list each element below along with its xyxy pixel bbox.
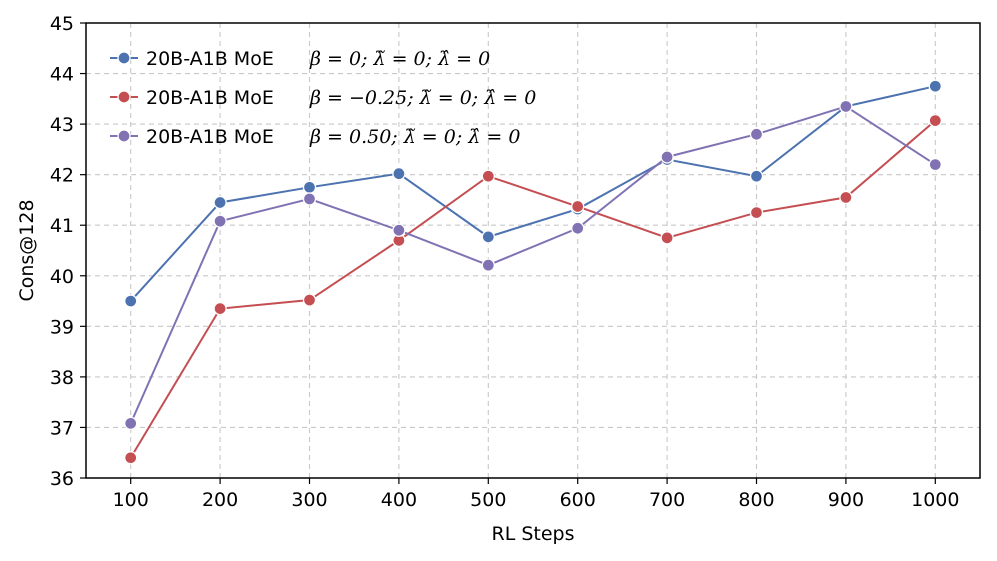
data-point — [302, 180, 317, 194]
legend-params: β = 0; λ̃ = 0; λ̂ = 0 — [309, 48, 490, 70]
legend-entry-3: 20B-A1B MoE β = 0.50; λ̃ = 0; λ̂ = 0 — [110, 126, 520, 148]
data-point — [392, 223, 406, 237]
data-point — [124, 416, 138, 431]
x-tick-label: 100 — [113, 489, 149, 511]
y-axis-ticks: 36 37 38 39 40 41 42 43 44 45 — [50, 13, 86, 490]
y-tick-label: 38 — [50, 367, 74, 389]
data-point — [571, 221, 585, 235]
data-point — [749, 127, 764, 141]
series-line — [129, 105, 936, 424]
x-tick-label: 500 — [470, 489, 506, 511]
legend-params: β = −0.25; λ̃ = 0; λ̂ = 0 — [309, 87, 536, 109]
plot-frame — [85, 22, 981, 479]
data-point — [928, 157, 942, 172]
series-line — [129, 119, 936, 459]
series-2 — [124, 113, 942, 465]
x-axis-ticks: 100 200 300 400 500 600 700 800 900 1000 — [113, 478, 959, 511]
data-point — [839, 99, 853, 114]
data-point — [302, 293, 317, 307]
data-point — [839, 190, 853, 205]
x-tick-label: 200 — [202, 489, 238, 511]
legend-marker — [117, 129, 131, 143]
data-point — [481, 258, 495, 272]
data-point — [660, 150, 674, 164]
data-point — [660, 231, 674, 245]
legend-label: 20B-A1B MoE — [146, 48, 274, 70]
data-point — [213, 195, 227, 210]
legend-params: β = 0.50; λ̃ = 0; λ̂ = 0 — [309, 126, 520, 148]
legend: 20B-A1B MoE β = 0; λ̃ = 0; λ̂ = 020B-A1B … — [110, 48, 536, 148]
data-point — [481, 230, 495, 244]
data-point — [749, 169, 764, 183]
y-tick-label: 45 — [50, 13, 74, 35]
y-tick-label: 42 — [50, 165, 74, 187]
y-tick-label: 40 — [50, 266, 74, 288]
y-tick-label: 44 — [50, 64, 74, 86]
legend-entry-1: 20B-A1B MoE β = 0; λ̃ = 0; λ̂ = 0 — [110, 48, 490, 70]
data-point — [481, 169, 495, 183]
series-line — [129, 85, 936, 302]
x-tick-label: 400 — [381, 489, 417, 511]
data-point — [124, 294, 138, 308]
x-tick-label: 600 — [560, 489, 596, 511]
y-tick-label: 43 — [50, 114, 74, 136]
data-point — [749, 205, 764, 220]
data-point — [302, 192, 317, 206]
legend-marker — [117, 90, 131, 104]
grid-lines — [86, 23, 980, 478]
data-point — [928, 79, 942, 93]
legend-entry-2: 20B-A1B MoE β = −0.25; λ̃ = 0; λ̂ = 0 — [110, 87, 536, 109]
data-point — [124, 451, 138, 465]
x-tick-label: 800 — [738, 489, 774, 511]
x-tick-label: 300 — [291, 489, 327, 511]
y-tick-label: 39 — [50, 316, 74, 338]
y-tick-label: 36 — [50, 468, 74, 490]
legend-label: 20B-A1B MoE — [146, 126, 274, 148]
data-point — [213, 214, 227, 228]
series-3 — [124, 99, 942, 431]
data-point — [928, 113, 942, 128]
x-tick-label: 900 — [828, 489, 864, 511]
legend-marker — [117, 51, 131, 65]
x-tick-label: 700 — [649, 489, 685, 511]
y-tick-label: 41 — [50, 215, 74, 237]
x-tick-label: 1000 — [911, 489, 959, 511]
x-axis-label: RL Steps — [492, 523, 575, 545]
legend-label: 20B-A1B MoE — [146, 87, 274, 109]
y-tick-label: 37 — [50, 417, 74, 439]
y-axis-label: Cons@128 — [16, 199, 38, 301]
data-point — [392, 167, 406, 181]
data-point — [213, 301, 227, 316]
series-layer — [124, 79, 942, 465]
data-point — [571, 199, 585, 214]
